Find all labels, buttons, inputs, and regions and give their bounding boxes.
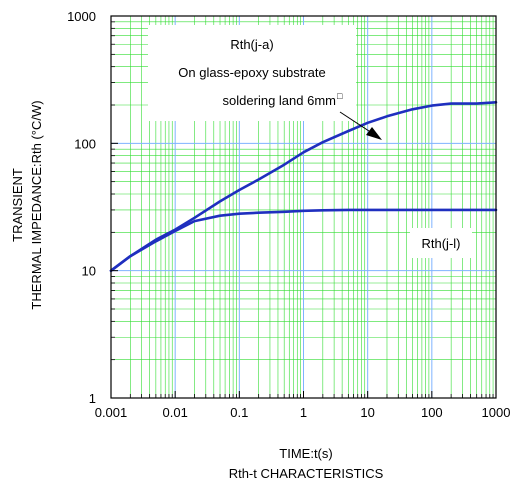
x-tick-label: 0.01 [163,405,188,420]
x-tick-label: 10 [360,405,374,420]
x-tick-label: 1000 [482,405,511,420]
annotation-arrow-head [366,127,382,140]
annotation-jl-label: Rth(j-l) [422,236,461,251]
annotation-ja-square: □ [337,91,343,101]
annotation-box-jl [410,228,472,258]
annotation-ja-land: soldering land 6mm [223,93,336,108]
annotation-arrow-line [339,111,373,134]
tick-marks [110,15,497,399]
y-tick-label: 10 [82,264,96,279]
y-tick-labels: 1 10 100 1000 [67,9,96,406]
series-layer [109,101,498,273]
x-tick-labels: 0.001 0.01 0.1 1 10 100 1000 [95,405,511,420]
x-axis-label: TIME:t(s) [279,446,332,461]
annotation-box-ja [148,25,356,121]
chart-title: Rth-t CHARACTERISTICS [229,466,384,481]
x-tick-label: 0.001 [95,405,128,420]
series-line-rth-j-l [109,208,498,273]
x-tick-label: 0.1 [230,405,248,420]
annotation-ja-title: Rth(j-a) [230,37,273,52]
x-tick-label: 1 [300,405,307,420]
y-tick-label: 1000 [67,9,96,24]
annotation-ja-substrate: On glass-epoxy substrate [178,65,325,80]
y-axis-label-line1: TRANSIENT [10,168,25,242]
x-tick-label: 100 [421,405,443,420]
y-axis-label-line2: THERMAL IMPEDANCE:Rth (°C/W) [29,100,44,309]
y-tick-label: 100 [74,136,96,151]
y-tick-label: 1 [89,391,96,406]
